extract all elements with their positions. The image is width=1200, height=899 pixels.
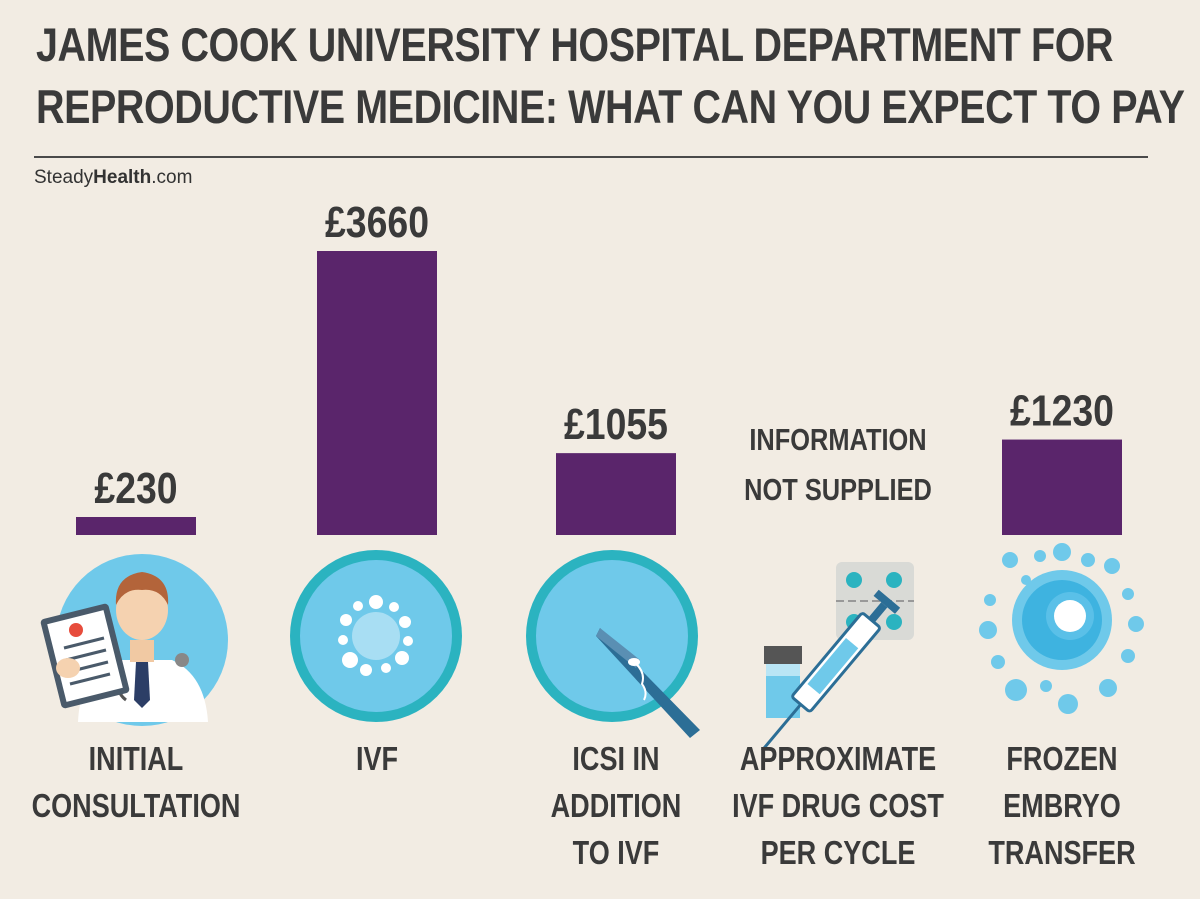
brand-bold: Health [93, 167, 152, 188]
category-label-4-1: EMBRYO [1003, 789, 1121, 825]
bar-0 [76, 517, 196, 535]
category-label-2-0: ICSI IN [572, 742, 659, 778]
missing-label-1: NOT SUPPLIED [744, 473, 932, 508]
frozen-embryo-icon [979, 543, 1144, 714]
title-divider [34, 156, 1148, 158]
doctor-icon [40, 554, 228, 726]
bar-1 [317, 251, 437, 535]
brand-regular: Steady [34, 167, 94, 188]
category-label-3-1: IVF DRUG COST [732, 789, 944, 825]
bar-4 [1002, 439, 1122, 535]
category-label-3-0: APPROXIMATE [740, 742, 936, 778]
category-label-0-1: CONSULTATION [32, 789, 241, 825]
bar-2 [556, 453, 676, 535]
syringe-pills-icon [761, 562, 914, 752]
value-label-2: £1055 [564, 399, 668, 449]
category-label-1-0: IVF [356, 742, 398, 778]
category-label-4-0: FROZEN [1006, 742, 1117, 778]
category-label-2-1: ADDITION [551, 789, 682, 825]
category-label-2-2: TO IVF [573, 836, 660, 872]
ivf-cell-icon [290, 550, 462, 722]
missing-label-0: INFORMATION [749, 423, 926, 458]
category-label-0-0: INITIAL [89, 742, 184, 778]
brand-suffix: .com [151, 167, 193, 188]
category-label-4-2: TRANSFER [988, 836, 1135, 872]
value-label-1: £3660 [325, 197, 429, 247]
value-label-4: £1230 [1010, 386, 1114, 436]
icsi-needle-icon [526, 550, 700, 738]
brand-logo: SteadyHealth.com [34, 167, 192, 189]
category-label-3-2: PER CYCLE [761, 836, 916, 872]
title-line-1: JAMES COOK UNIVERSITY HOSPITAL DEPARTMEN… [36, 18, 1114, 71]
value-label-0: £230 [94, 463, 177, 513]
